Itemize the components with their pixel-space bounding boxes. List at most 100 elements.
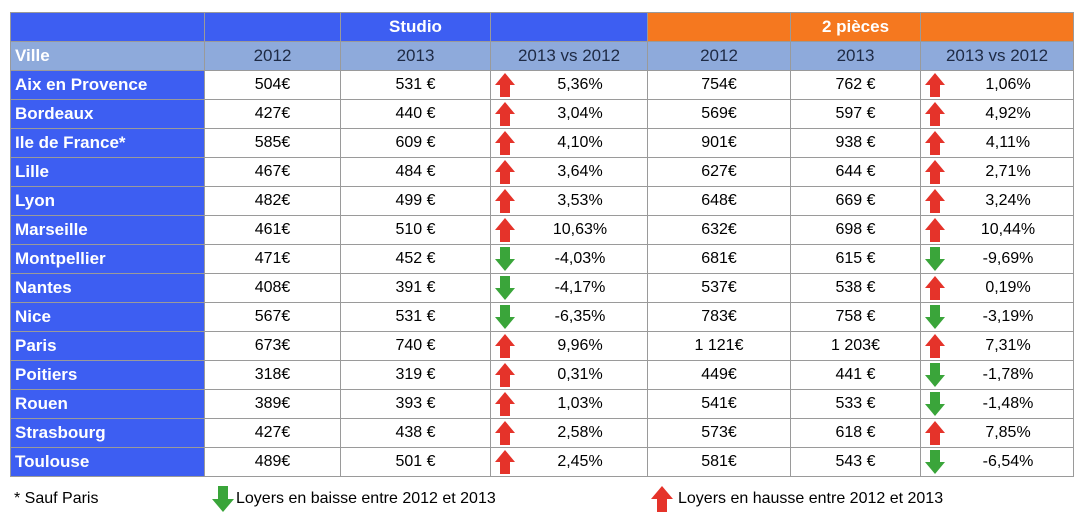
change-value: 3,53%	[557, 192, 603, 209]
value-cell: 618 €	[790, 418, 921, 448]
empty-cell	[647, 12, 791, 42]
change-cell: 4,92%	[920, 99, 1074, 129]
arrow-down	[925, 450, 945, 474]
data-row: Marseille 461€ 510 € 10,63% 632€ 698 € 10,44%	[10, 215, 1074, 245]
change-value: -3,19%	[982, 308, 1034, 325]
value-cell: 449€	[647, 360, 791, 390]
empty-cell	[204, 12, 341, 42]
change-cell: -9,69%	[920, 244, 1074, 274]
change-cell: 5,36%	[490, 70, 648, 100]
data-row: Lyon 482€ 499 € 3,53% 648€ 669 € 3,24%	[10, 186, 1074, 216]
value-cell: 938 €	[790, 128, 921, 158]
city-cell: Paris	[10, 331, 205, 361]
city-cell: Nice	[10, 302, 205, 332]
change-cell: 10,44%	[920, 215, 1074, 245]
empty-cell	[920, 12, 1074, 42]
change-value: 10,44%	[980, 221, 1036, 238]
arrow-up	[925, 160, 945, 184]
change-cell: 0,19%	[920, 273, 1074, 303]
column-header-row: Ville 2012 2013 2013 vs 2012 2012 2013 2013 vs…	[10, 41, 1074, 71]
value-cell: 585€	[204, 128, 341, 158]
data-row: Aix en Provence 504€ 531 € 5,36% 754€ 762 € 1,…	[10, 70, 1074, 100]
change-value: 0,31%	[557, 366, 603, 383]
data-row: Nantes 408€ 391 € -4,17% 537€ 538 € 0,19%	[10, 273, 1074, 303]
arrow-up	[495, 189, 515, 213]
change-cell: 3,53%	[490, 186, 648, 216]
change-value: -1,48%	[982, 395, 1034, 412]
rent-table: Studio 2 pièces Ville 2012 2013 2013 vs 2012 2…	[10, 12, 1074, 477]
city-cell: Montpellier	[10, 244, 205, 274]
change-value: 9,96%	[557, 337, 603, 354]
arrow-up	[495, 450, 515, 474]
city-cell: Strasbourg	[10, 418, 205, 448]
change-value: 3,04%	[557, 105, 603, 122]
change-cell: 3,64%	[490, 157, 648, 187]
city-cell: Lille	[10, 157, 205, 187]
value-cell: 681€	[647, 244, 791, 274]
change-cell: 3,24%	[920, 186, 1074, 216]
column-header: 2013 vs 2012	[490, 41, 648, 71]
column-header: 2012	[204, 41, 341, 71]
value-cell: 567€	[204, 302, 341, 332]
arrow-up	[495, 334, 515, 358]
arrow-up-icon	[651, 486, 673, 512]
change-value: 2,71%	[985, 163, 1031, 180]
arrow-down	[925, 305, 945, 329]
change-value: 2,45%	[557, 453, 603, 470]
arrow-up	[495, 218, 515, 242]
value-cell: 648€	[647, 186, 791, 216]
footnote: * Sauf Paris	[14, 490, 99, 507]
value-cell: 581€	[647, 447, 791, 477]
value-cell: 427€	[204, 418, 341, 448]
legend-down: Loyers en baisse entre 2012 et 2013	[236, 490, 496, 507]
value-cell: 484 €	[340, 157, 491, 187]
value-cell: 393 €	[340, 389, 491, 419]
city-cell: Rouen	[10, 389, 205, 419]
value-cell: 531 €	[340, 70, 491, 100]
arrow-up	[925, 102, 945, 126]
arrow-up	[925, 421, 945, 445]
change-value: 4,11%	[985, 134, 1031, 151]
data-row: Paris 673€ 740 € 9,96% 1 121€ 1 203€ 7,31%	[10, 331, 1074, 361]
city-cell: Nantes	[10, 273, 205, 303]
change-value: 5,36%	[557, 76, 603, 93]
change-value: -4,17%	[554, 279, 606, 296]
change-value: 0,19%	[985, 279, 1031, 296]
arrow-up	[925, 334, 945, 358]
change-value: 7,85%	[985, 424, 1031, 441]
change-value: -1,78%	[982, 366, 1034, 383]
change-cell: 1,06%	[920, 70, 1074, 100]
value-cell: 615 €	[790, 244, 921, 274]
arrow-down	[925, 247, 945, 271]
city-cell: Bordeaux	[10, 99, 205, 129]
column-header: 2013 vs 2012	[920, 41, 1074, 71]
value-cell: 632€	[647, 215, 791, 245]
value-cell: 762 €	[790, 70, 921, 100]
value-cell: 319 €	[340, 360, 491, 390]
data-row: Bordeaux 427€ 440 € 3,04% 569€ 597 € 4,92%	[10, 99, 1074, 129]
arrow-down	[925, 392, 945, 416]
column-header: Ville	[10, 41, 205, 71]
change-cell: 4,10%	[490, 128, 648, 158]
empty-cell	[10, 12, 205, 42]
value-cell: 452 €	[340, 244, 491, 274]
data-row: Rouen 389€ 393 € 1,03% 541€ 533 € -1,48%	[10, 389, 1074, 419]
value-cell: 901€	[647, 128, 791, 158]
value-cell: 482€	[204, 186, 341, 216]
data-row: Nice 567€ 531 € -6,35% 783€ 758 € -3,19%	[10, 302, 1074, 332]
change-cell: 1,03%	[490, 389, 648, 419]
arrow-up	[495, 73, 515, 97]
change-cell: -6,35%	[490, 302, 648, 332]
city-cell: Aix en Provence	[10, 70, 205, 100]
change-value: -9,69%	[982, 250, 1034, 267]
value-cell: 471€	[204, 244, 341, 274]
value-cell: 597 €	[790, 99, 921, 129]
change-value: 4,92%	[985, 105, 1031, 122]
value-cell: 1 203€	[790, 331, 921, 361]
arrow-down	[495, 305, 515, 329]
change-value: 10,63%	[552, 221, 608, 238]
value-cell: 510 €	[340, 215, 491, 245]
data-row: Lille 467€ 484 € 3,64% 627€ 644 € 2,71%	[10, 157, 1074, 187]
change-value: 4,10%	[557, 134, 603, 151]
